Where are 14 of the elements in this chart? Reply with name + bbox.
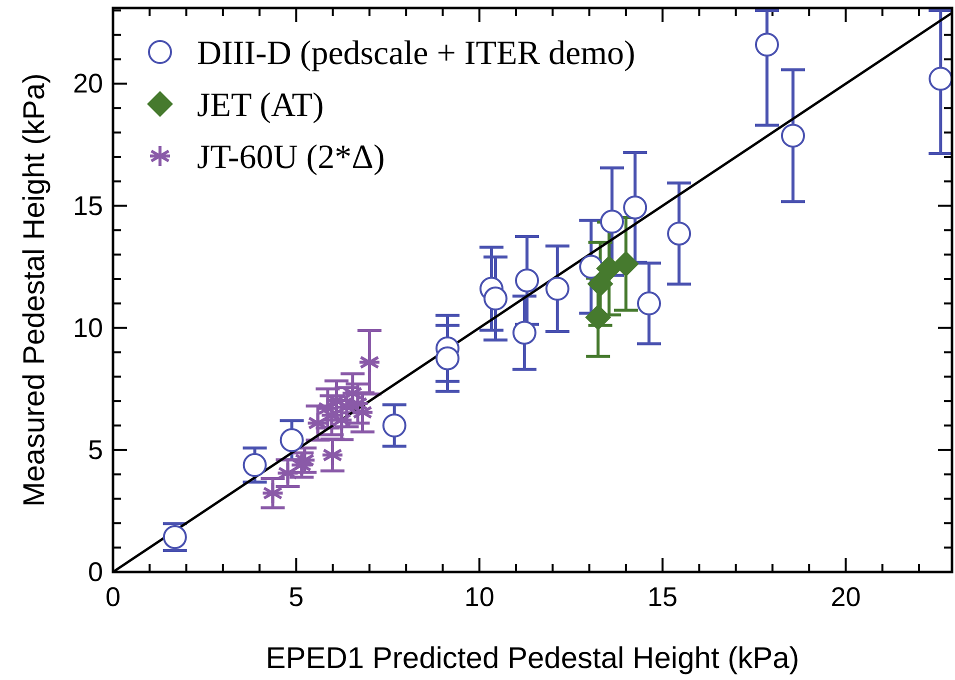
x-axis-title: EPED1 Predicted Pedestal Height (kPa) — [266, 642, 800, 675]
y-tick-label: 0 — [88, 557, 103, 587]
y-tick-label: 15 — [72, 190, 103, 221]
legend-label: JET (AT) — [197, 87, 324, 124]
y-tick-label: 10 — [72, 312, 103, 343]
x-tick-label: 10 — [464, 582, 494, 612]
legend-label: DIII-D (pedscale + ITER demo) — [197, 35, 636, 72]
y-tick-label: 20 — [72, 68, 103, 99]
x-tick-label: 5 — [288, 582, 304, 612]
x-tick-label: 15 — [648, 582, 678, 612]
y-tick-label: 5 — [88, 434, 103, 465]
y-axis-title: Measured Pedestal Height (kPa) — [18, 73, 51, 507]
x-tick-label: 20 — [830, 582, 861, 612]
legend-label: JT-60U (2*Δ) — [197, 139, 385, 176]
